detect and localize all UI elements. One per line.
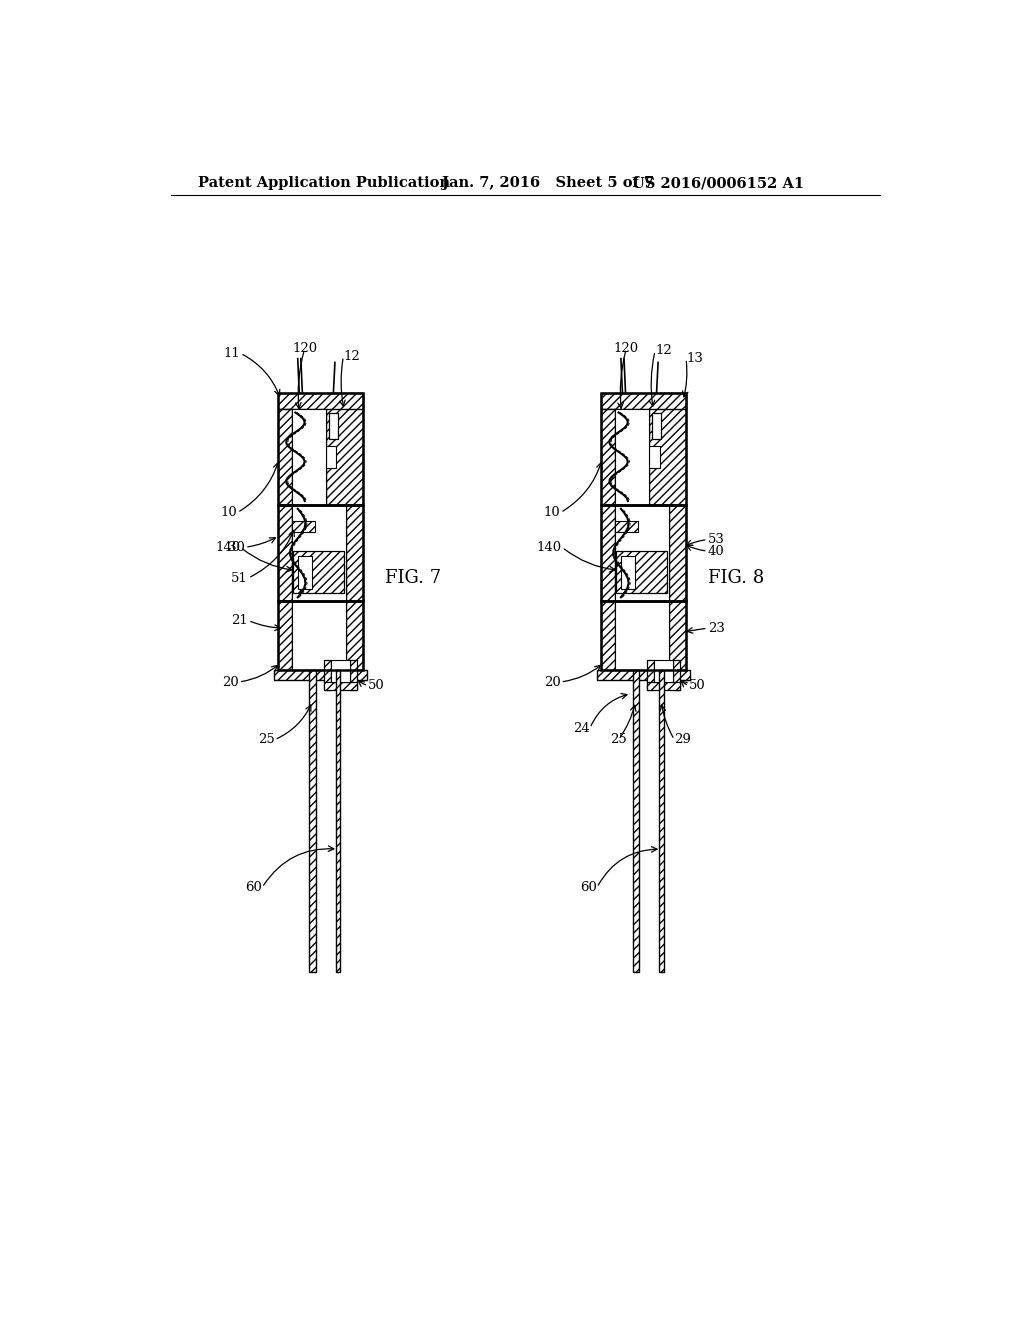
- Text: 50: 50: [689, 680, 706, 693]
- Bar: [278, 393, 362, 506]
- Text: FIG. 8: FIG. 8: [709, 569, 765, 587]
- Text: 25: 25: [258, 733, 274, 746]
- Bar: [346, 506, 362, 601]
- Bar: [324, 660, 331, 689]
- Bar: [324, 682, 356, 689]
- Text: 40: 40: [708, 545, 724, 557]
- Text: 11: 11: [223, 347, 241, 360]
- Bar: [633, 671, 639, 973]
- Bar: [597, 671, 690, 680]
- Bar: [669, 506, 686, 601]
- Text: 51: 51: [231, 572, 248, 585]
- Bar: [329, 412, 338, 440]
- Bar: [278, 506, 292, 601]
- Text: 10: 10: [220, 506, 238, 519]
- Text: 12: 12: [655, 345, 672, 358]
- Bar: [621, 556, 635, 589]
- Text: 120: 120: [292, 342, 317, 355]
- Bar: [649, 446, 659, 469]
- Text: 140: 140: [215, 541, 241, 554]
- Text: 25: 25: [610, 733, 627, 746]
- Text: 29: 29: [675, 733, 691, 746]
- Bar: [309, 671, 315, 973]
- Bar: [273, 671, 367, 680]
- Text: 53: 53: [708, 533, 725, 546]
- Text: 120: 120: [613, 342, 639, 355]
- Bar: [658, 671, 664, 973]
- Bar: [326, 393, 362, 506]
- Bar: [292, 601, 346, 671]
- Bar: [614, 601, 669, 671]
- Bar: [652, 412, 662, 440]
- Bar: [298, 556, 311, 589]
- Bar: [647, 682, 680, 689]
- Bar: [601, 506, 614, 601]
- Text: 21: 21: [231, 614, 248, 627]
- Bar: [601, 409, 614, 506]
- Text: Jan. 7, 2016   Sheet 5 of 7: Jan. 7, 2016 Sheet 5 of 7: [442, 176, 654, 190]
- Bar: [614, 409, 649, 506]
- Bar: [614, 521, 638, 532]
- Bar: [349, 660, 356, 689]
- Bar: [673, 660, 680, 689]
- Bar: [601, 393, 686, 409]
- Bar: [601, 601, 686, 671]
- Bar: [336, 671, 340, 973]
- Text: 140: 140: [537, 541, 562, 554]
- Bar: [278, 409, 292, 506]
- Text: FIG. 7: FIG. 7: [385, 569, 441, 587]
- Text: 30: 30: [228, 541, 245, 554]
- Text: 23: 23: [708, 622, 725, 635]
- Bar: [292, 521, 314, 532]
- Bar: [278, 601, 292, 671]
- Bar: [278, 601, 362, 671]
- Text: 12: 12: [343, 350, 360, 363]
- Text: 60: 60: [245, 880, 262, 894]
- Bar: [278, 393, 362, 409]
- Text: US 2016/0006152 A1: US 2016/0006152 A1: [632, 176, 804, 190]
- Bar: [601, 506, 686, 601]
- Text: 24: 24: [573, 722, 590, 735]
- Text: 60: 60: [580, 880, 597, 894]
- Bar: [616, 552, 668, 594]
- Bar: [649, 393, 686, 506]
- Bar: [647, 660, 654, 689]
- Bar: [278, 506, 362, 601]
- Text: 20: 20: [222, 676, 239, 689]
- Bar: [326, 446, 337, 469]
- Bar: [292, 409, 326, 506]
- Bar: [654, 660, 673, 682]
- Text: 13: 13: [686, 352, 702, 366]
- Bar: [669, 601, 686, 671]
- Text: 50: 50: [369, 680, 385, 693]
- Bar: [292, 506, 346, 601]
- Bar: [601, 601, 614, 671]
- Text: 10: 10: [544, 506, 560, 519]
- Bar: [601, 393, 686, 506]
- Bar: [293, 552, 344, 594]
- Text: 20: 20: [544, 676, 560, 689]
- Bar: [331, 660, 349, 682]
- Bar: [614, 506, 669, 601]
- Bar: [346, 601, 362, 671]
- Text: Patent Application Publication: Patent Application Publication: [198, 176, 450, 190]
